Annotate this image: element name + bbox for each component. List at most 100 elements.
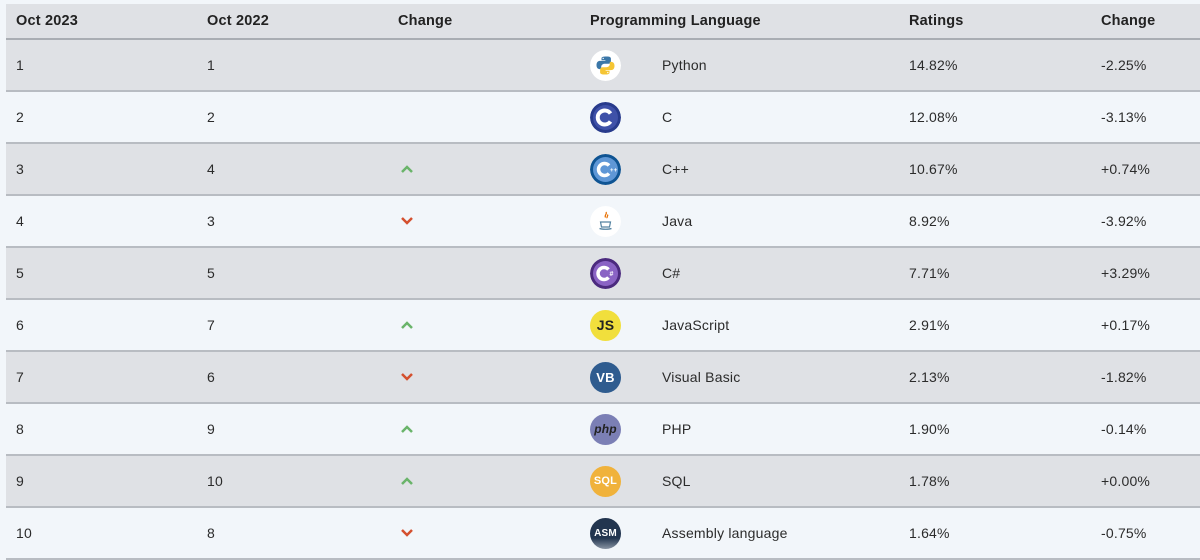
table-row: 5 5 # C# 7.71% +3.29% — [6, 248, 1200, 300]
arrow-down-icon — [400, 528, 414, 538]
rank-current: 2 — [16, 109, 24, 125]
table-row: 1 1 Python 14.82% -2.25% — [6, 40, 1200, 92]
trend-cell — [398, 352, 414, 402]
table-header: Oct 2023 Oct 2022 Change Programming Lan… — [6, 4, 1200, 40]
rank-current: 8 — [16, 421, 24, 437]
rating-change: -3.92% — [1101, 213, 1147, 229]
rank-previous: 5 — [207, 265, 215, 281]
rating-value: 7.71% — [909, 265, 950, 281]
language-logo-cell: JS — [590, 300, 621, 350]
language-logo-cell — [590, 92, 621, 142]
language-logo-cell: VB — [590, 352, 621, 402]
language-name[interactable]: SQL — [662, 473, 691, 489]
rating-change: -2.25% — [1101, 57, 1147, 73]
language-logo-cell: ++ — [590, 144, 621, 194]
rank-current: 6 — [16, 317, 24, 333]
rating-value: 1.78% — [909, 473, 950, 489]
rank-previous: 3 — [207, 213, 215, 229]
cpp-logo-icon: ++ — [590, 153, 621, 185]
rating-value: 10.67% — [909, 161, 958, 177]
header-ratings[interactable]: Ratings — [909, 13, 964, 29]
tiobe-index-table: Oct 2023 Oct 2022 Change Programming Lan… — [6, 4, 1200, 560]
header-oct-2023[interactable]: Oct 2023 — [16, 13, 79, 29]
rating-change: +0.74% — [1101, 161, 1151, 177]
rank-current: 3 — [16, 161, 24, 177]
language-logo-cell — [590, 40, 621, 90]
rating-change: -0.14% — [1101, 421, 1147, 437]
csharp-logo-icon: # — [590, 257, 621, 289]
svg-text:#: # — [610, 271, 614, 278]
rank-current: 10 — [16, 525, 32, 541]
rating-change: +3.29% — [1101, 265, 1151, 281]
arrow-up-icon — [400, 424, 414, 434]
trend-cell — [398, 456, 414, 506]
header-programming-language[interactable]: Programming Language — [590, 13, 761, 29]
rank-previous: 6 — [207, 369, 215, 385]
rank-previous: 2 — [207, 109, 215, 125]
language-name[interactable]: C — [662, 109, 673, 125]
table-row: 9 10 SQL SQL 1.78% +0.00% — [6, 456, 1200, 508]
rating-change: +0.17% — [1101, 317, 1151, 333]
rating-value: 1.64% — [909, 525, 950, 541]
language-name[interactable]: Assembly language — [662, 525, 788, 541]
assembly-logo-icon: ASM — [590, 517, 621, 549]
rank-previous: 10 — [207, 473, 223, 489]
php-logo-icon: php — [590, 413, 621, 445]
header-change-rating[interactable]: Change — [1101, 13, 1156, 29]
rating-change: -0.75% — [1101, 525, 1147, 541]
language-name[interactable]: C# — [662, 265, 681, 281]
language-logo-cell: php — [590, 404, 621, 454]
table-row: 3 4 ++ C++ 10.67% +0.74% — [6, 144, 1200, 196]
arrow-down-icon — [400, 216, 414, 226]
rank-current: 7 — [16, 369, 24, 385]
language-logo-cell: ASM — [590, 508, 621, 558]
table-row: 8 9 php PHP 1.90% -0.14% — [6, 404, 1200, 456]
c-logo-icon — [590, 101, 621, 133]
rating-change: -3.13% — [1101, 109, 1147, 125]
language-name[interactable]: Visual Basic — [662, 369, 741, 385]
arrow-up-icon — [400, 320, 414, 330]
table-row: 6 7 JS JavaScript 2.91% +0.17% — [6, 300, 1200, 352]
rating-value: 2.13% — [909, 369, 950, 385]
table-row: 10 8 ASM Assembly language 1.64% -0.75% — [6, 508, 1200, 560]
rank-current: 5 — [16, 265, 24, 281]
trend-cell — [398, 508, 414, 558]
javascript-logo-icon: JS — [590, 309, 621, 341]
visual-basic-logo-icon: VB — [590, 361, 621, 393]
rank-previous: 7 — [207, 317, 215, 333]
trend-cell — [398, 144, 414, 194]
language-name[interactable]: PHP — [662, 421, 692, 437]
rank-current: 1 — [16, 57, 24, 73]
rating-value: 2.91% — [909, 317, 950, 333]
rank-previous: 8 — [207, 525, 215, 541]
rating-value: 14.82% — [909, 57, 958, 73]
svg-text:++: ++ — [610, 168, 618, 174]
rank-previous: 4 — [207, 161, 215, 177]
java-logo-icon — [590, 205, 621, 237]
language-name[interactable]: Python — [662, 57, 707, 73]
rating-value: 8.92% — [909, 213, 950, 229]
python-logo-icon — [590, 49, 621, 81]
language-logo-cell — [590, 196, 621, 246]
rank-current: 9 — [16, 473, 24, 489]
language-name[interactable]: JavaScript — [662, 317, 730, 333]
rating-change: -1.82% — [1101, 369, 1147, 385]
rank-previous: 9 — [207, 421, 215, 437]
language-logo-cell: # — [590, 248, 621, 298]
table-row: 4 3 Java 8.92% -3.92% — [6, 196, 1200, 248]
language-name[interactable]: C++ — [662, 161, 690, 177]
rank-previous: 1 — [207, 57, 215, 73]
arrow-down-icon — [400, 372, 414, 382]
language-name[interactable]: Java — [662, 213, 693, 229]
header-change-rank[interactable]: Change — [398, 13, 453, 29]
arrow-up-icon — [400, 164, 414, 174]
sql-logo-icon: SQL — [590, 465, 621, 497]
arrow-up-icon — [400, 476, 414, 486]
trend-cell — [398, 196, 414, 246]
rating-value: 12.08% — [909, 109, 958, 125]
rating-change: +0.00% — [1101, 473, 1151, 489]
language-logo-cell: SQL — [590, 456, 621, 506]
header-oct-2022[interactable]: Oct 2022 — [207, 13, 270, 29]
table-row: 2 2 C 12.08% -3.13% — [6, 92, 1200, 144]
trend-cell — [398, 300, 414, 350]
